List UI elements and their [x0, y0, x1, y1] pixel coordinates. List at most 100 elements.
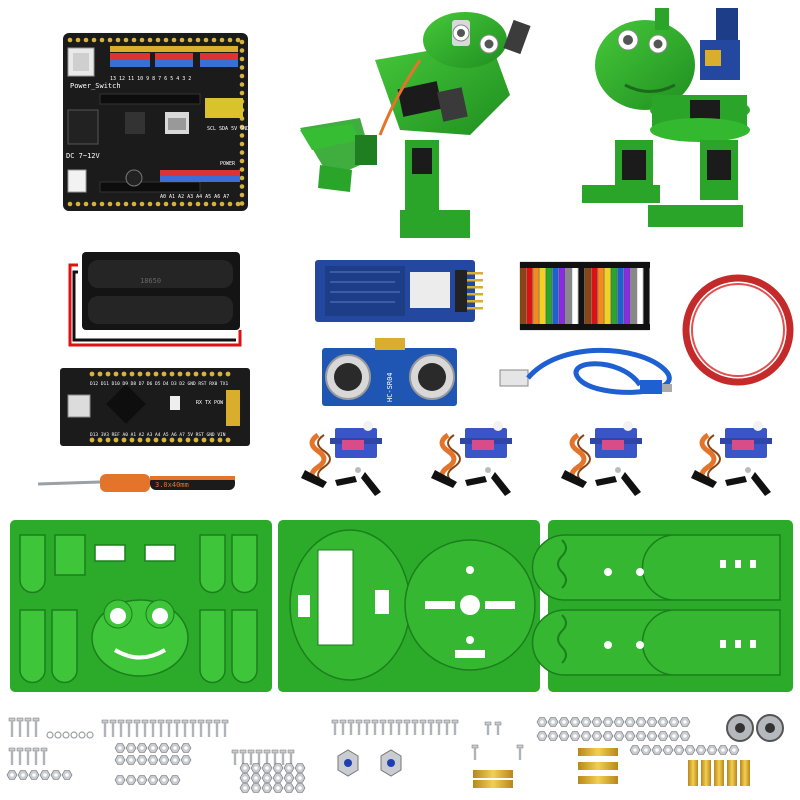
- shield-pin-headers-top: [110, 46, 238, 67]
- screw: [484, 721, 492, 735]
- screw: [16, 717, 24, 737]
- screw: [197, 719, 205, 737]
- nano-side-labels: RX TX POW: [196, 400, 224, 406]
- screw: [395, 719, 403, 735]
- screw: [32, 717, 40, 737]
- screw: [347, 719, 355, 735]
- screw: [189, 719, 197, 737]
- screw: [494, 721, 502, 735]
- screw: [443, 719, 451, 735]
- screwdriver-size-label: 3.0x40mm: [155, 481, 189, 489]
- screw: [419, 719, 427, 735]
- ultrasonic-model-label: HC-SR04: [386, 372, 394, 402]
- sensor-shield-board: Power_Switch 13 12 11 10 9 8 7 6 5 4 3 2…: [63, 33, 249, 211]
- screw: [379, 719, 387, 735]
- washer: [54, 731, 62, 739]
- screw: [271, 749, 279, 765]
- usb-cable: [499, 347, 672, 395]
- lock-nuts: [337, 749, 402, 777]
- bluetooth-pin: [467, 272, 483, 275]
- servo-motor: [561, 421, 642, 496]
- screw: [8, 747, 16, 765]
- screw: [403, 719, 411, 735]
- screw: [165, 719, 173, 737]
- screw: [239, 749, 247, 765]
- washer: [78, 731, 86, 739]
- shield-i2c-labels: SCL SDA 5V GND: [207, 126, 249, 132]
- hardware-screws-nuts: [6, 717, 740, 793]
- servo-motor: [431, 421, 512, 496]
- bluetooth-pin: [467, 293, 483, 296]
- shield-pin-labels-top: 13 12 11 10 9 8 7 6 5 4 3 2: [110, 76, 191, 82]
- bluetooth-pin: [467, 279, 483, 282]
- screw: [451, 719, 459, 735]
- battery-holder: 18650: [68, 252, 242, 347]
- ultrasonic-sensor: HC-SR04: [322, 338, 457, 406]
- shield-pin-labels-bottom: A0 A1 A2 A3 A4 A5 A6 A7: [160, 194, 229, 200]
- servo-motor: [691, 421, 772, 496]
- battery-marking: 18650: [140, 277, 161, 285]
- servo-motor: [301, 421, 382, 496]
- servo-motors: [301, 421, 772, 496]
- washer: [62, 731, 70, 739]
- screw: [101, 719, 109, 737]
- screw: [16, 747, 24, 765]
- screw: [8, 717, 16, 737]
- bluetooth-module: [315, 260, 483, 322]
- screw: [255, 749, 263, 765]
- frog-robot-walking: [300, 12, 531, 238]
- nano-pin-labels-top: D12 D11 D10 D9 D8 D7 D6 D5 D4 D3 D2 GND …: [90, 381, 228, 387]
- screw: [157, 719, 165, 737]
- power-switch-label: Power_Switch: [70, 82, 121, 90]
- bluetooth-pin: [467, 286, 483, 289]
- screw: [221, 719, 229, 737]
- screw: [471, 744, 479, 760]
- red-wire-coil: [682, 274, 794, 386]
- screw: [231, 749, 239, 765]
- shield-power-label: POWER: [220, 161, 236, 167]
- screw: [173, 719, 181, 737]
- screw: [287, 749, 295, 765]
- screw: [427, 719, 435, 735]
- screw: [149, 719, 157, 737]
- screw: [133, 719, 141, 737]
- shield-dc-label: DC 7~12V: [66, 152, 101, 160]
- screw: [181, 719, 189, 737]
- washer: [46, 731, 54, 739]
- screw: [117, 719, 125, 737]
- screw: [32, 747, 40, 765]
- screw: [40, 747, 48, 765]
- screw: [141, 719, 149, 737]
- screw: [331, 719, 339, 735]
- washer: [70, 731, 78, 739]
- screw: [109, 719, 117, 737]
- acrylic-panel-right: [531, 520, 793, 692]
- screw: [339, 719, 347, 735]
- screw: [411, 719, 419, 735]
- screw: [279, 749, 287, 765]
- acrylic-panel-left: [10, 520, 272, 692]
- frog-face-cutout: [91, 599, 189, 677]
- screw: [205, 719, 213, 737]
- screw: [125, 719, 133, 737]
- jumper-wires-ribbon: [519, 261, 650, 331]
- screwdriver: 3.0x40mm: [37, 474, 235, 492]
- screw: [387, 719, 395, 735]
- screw: [363, 719, 371, 735]
- bluetooth-pin: [467, 307, 483, 310]
- screw: [247, 749, 255, 765]
- screw: [263, 749, 271, 765]
- screw: [435, 719, 443, 735]
- acrylic-panel-middle: [278, 520, 540, 692]
- screw: [24, 747, 32, 765]
- screw: [355, 719, 363, 735]
- screw: [213, 719, 221, 737]
- screw: [24, 717, 32, 737]
- nano-pin-labels-bottom: D13 3V3 REF A0 A1 A2 A3 A4 A5 A6 A7 5V R…: [90, 432, 226, 438]
- washer: [86, 731, 94, 739]
- bearings: [726, 714, 784, 742]
- nano-board: D12 D11 D10 D9 D8 D7 D6 D5 D4 D3 D2 GND …: [60, 368, 250, 446]
- bluetooth-pin: [467, 300, 483, 303]
- screw: [371, 719, 379, 735]
